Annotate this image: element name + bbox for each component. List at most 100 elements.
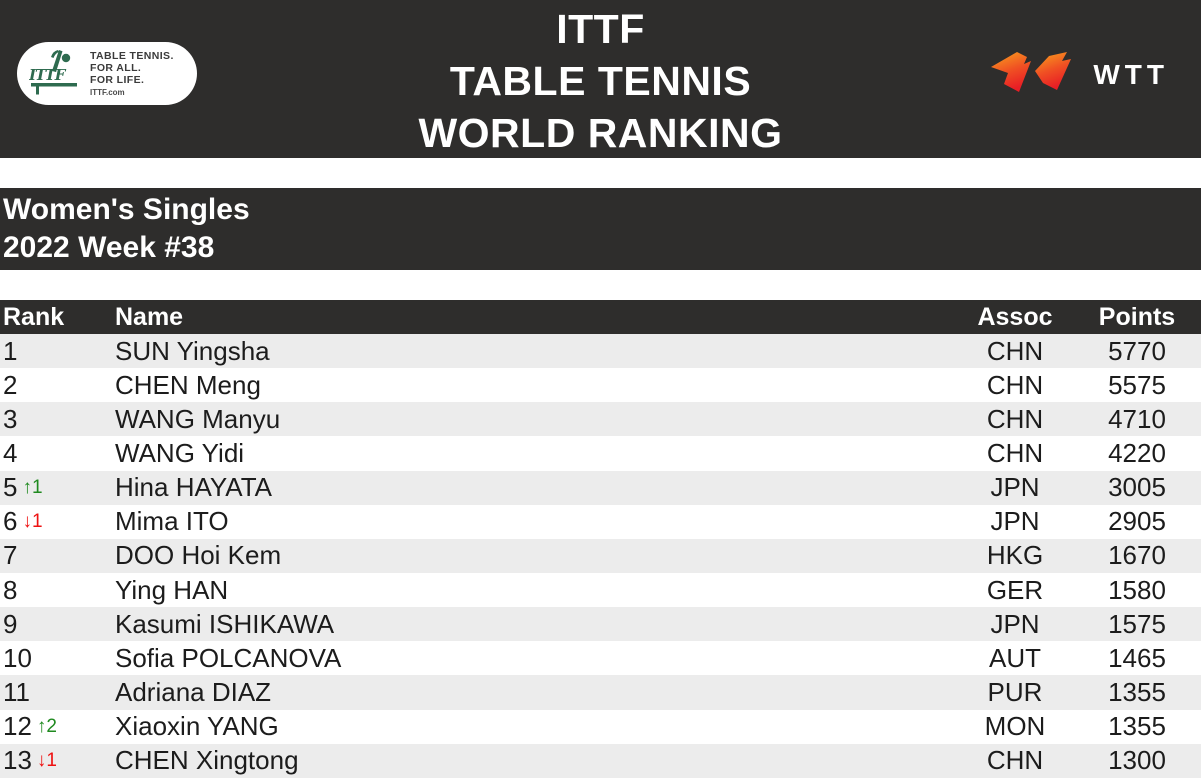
- player-name: Hina HAYATA: [115, 472, 273, 503]
- points-value: 1580: [1108, 574, 1166, 605]
- rank-cell: 9: [0, 609, 113, 640]
- table-row: 8 Ying HAN GER 1580: [0, 572, 1201, 608]
- table-row: 12 ↑2 Xiaoxin YANG MON 1355: [0, 709, 1201, 744]
- column-header-name: Name: [115, 302, 184, 331]
- rank-value: 4: [3, 437, 18, 468]
- player-name: CHEN Xingtong: [115, 745, 299, 776]
- rank-cell: 4: [0, 438, 113, 469]
- assoc-value: GER: [986, 574, 1044, 605]
- rank-cell: 10: [0, 643, 113, 674]
- assoc-value: CHN: [986, 369, 1044, 400]
- rank-value: 6: [3, 506, 18, 537]
- ittf-logo: ITTF TABLE TENNIS. FOR ALL. FOR LIFE. IT…: [17, 42, 197, 105]
- assoc-value: MON: [984, 711, 1046, 742]
- assoc-value: JPN: [990, 608, 1040, 639]
- assoc-value: AUT: [989, 642, 1041, 673]
- tagline-line-3: FOR LIFE.: [90, 74, 145, 86]
- rank-cell: 2: [0, 370, 113, 401]
- player-name: Adriana DIAZ: [115, 676, 272, 707]
- player-name: SUN Yingsha: [115, 335, 270, 366]
- rank-cell: 6 ↓1: [0, 506, 113, 537]
- assoc-value: JPN: [990, 506, 1040, 537]
- player-name: DOO Hoi Kem: [115, 540, 282, 571]
- table-row: 4 WANG Yidi CHN 4220: [0, 436, 1201, 471]
- title-line-3: WORLD RANKING: [418, 110, 783, 156]
- rank-value: 11: [3, 676, 30, 707]
- tagline-line-1: TABLE TENNIS.: [90, 50, 174, 62]
- table-row: 13 ↓1 CHEN Xingtong CHN 1300: [0, 743, 1201, 778]
- rank-value: 3: [3, 403, 18, 434]
- rank-value: 5: [3, 472, 18, 503]
- points-value: 1355: [1108, 676, 1166, 707]
- player-name: Sofia POLCANOVA: [115, 642, 342, 673]
- points-value: 1465: [1108, 642, 1166, 673]
- table-row: 9 Kasumi ISHIKAWA JPN 1575: [0, 607, 1201, 642]
- assoc-value: PUR: [987, 676, 1043, 707]
- player-name: Xiaoxin YANG: [115, 711, 279, 742]
- player-name: Mima ITO: [115, 506, 229, 537]
- svg-text:ITTF: ITTF: [29, 66, 67, 84]
- table-row: 7 DOO Hoi Kem HKG 1670: [0, 538, 1201, 573]
- points-value: 5770: [1108, 335, 1166, 366]
- column-header-rank: Rank: [3, 302, 65, 331]
- title-line-2: TABLE TENNIS: [449, 58, 752, 104]
- table-row: 5 ↑1 Hina HAYATA JPN 3005: [0, 470, 1201, 505]
- rank-cell: 11: [0, 677, 113, 708]
- rank-change: ↓1: [22, 510, 43, 532]
- rank-change: ↓1: [36, 749, 57, 771]
- wtt-logo: WTT: [991, 51, 1169, 98]
- points-value: 1355: [1108, 711, 1166, 742]
- table-header-row: Rank Name Assoc Points: [0, 300, 1201, 334]
- player-name: Ying HAN: [115, 574, 229, 605]
- player-name: Kasumi ISHIKAWA: [115, 608, 335, 639]
- points-value: 1300: [1108, 745, 1166, 776]
- ittf-emblem-icon: ITTF: [28, 47, 83, 100]
- assoc-value: CHN: [986, 335, 1044, 366]
- event-name: Women's Singles: [3, 193, 250, 226]
- player-name: CHEN Meng: [115, 369, 261, 400]
- rank-cell: 13 ↓1: [0, 745, 113, 776]
- rank-value: 10: [3, 642, 32, 673]
- page-header: ITTF TABLE TENNIS. FOR ALL. FOR LIFE. IT…: [0, 0, 1201, 158]
- rank-value: 2: [3, 369, 18, 400]
- ittf-tagline: TABLE TENNIS. FOR ALL. FOR LIFE. ITTF.co…: [90, 50, 174, 97]
- table-row: 1 SUN Yingsha CHN 5770: [0, 334, 1201, 369]
- points-value: 4220: [1108, 437, 1166, 468]
- rank-value: 8: [3, 574, 18, 605]
- rank-cell: 1: [0, 336, 113, 367]
- table-row: 3 WANG Manyu CHN 4710: [0, 402, 1201, 437]
- table-row: 10 Sofia POLCANOVA AUT 1465: [0, 641, 1201, 676]
- event-week: 2022 Week #38: [3, 231, 215, 264]
- rank-cell: 7: [0, 540, 113, 571]
- rank-value: 12: [3, 711, 32, 742]
- rank-value: 13: [3, 745, 32, 776]
- ittf-site-label: ITTF.com: [90, 88, 125, 97]
- rank-change: ↑1: [22, 476, 43, 498]
- assoc-value: HKG: [986, 540, 1044, 571]
- rank-cell: 3: [0, 404, 113, 435]
- rank-cell: 8: [0, 575, 113, 606]
- points-value: 2905: [1108, 506, 1166, 537]
- points-value: 5575: [1108, 369, 1166, 400]
- points-value: 3005: [1108, 472, 1166, 503]
- title-line-1: ITTF: [556, 6, 645, 52]
- rank-value: 9: [3, 608, 18, 639]
- table-row: 11 Adriana DIAZ PUR 1355: [0, 675, 1201, 710]
- player-name: WANG Yidi: [115, 437, 245, 468]
- player-name: WANG Manyu: [115, 403, 281, 434]
- table-body: 1 SUN Yingsha CHN 5770 2 CHEN Meng CHN 5…: [0, 334, 1201, 778]
- page-title: ITTF TABLE TENNIS WORLD RANKING: [0, 0, 1201, 159]
- wtt-wordmark: WTT: [1093, 58, 1169, 90]
- column-header-points: Points: [1098, 302, 1176, 331]
- table-row: 6 ↓1 Mima ITO JPN 2905: [0, 504, 1201, 539]
- assoc-value: CHN: [986, 403, 1044, 434]
- assoc-value: CHN: [986, 745, 1044, 776]
- assoc-value: JPN: [990, 472, 1040, 503]
- wtt-mark-icon: [991, 51, 1083, 98]
- points-value: 1575: [1108, 608, 1166, 639]
- ranking-table: Rank Name Assoc Points 1 SUN Yingsha CHN…: [0, 300, 1201, 778]
- table-row: 2 CHEN Meng CHN 5575: [0, 368, 1201, 403]
- column-header-assoc: Assoc: [977, 302, 1053, 331]
- tagline-line-2: FOR ALL.: [90, 62, 142, 74]
- event-title-bar: Women's Singles 2022 Week #38: [0, 188, 1201, 270]
